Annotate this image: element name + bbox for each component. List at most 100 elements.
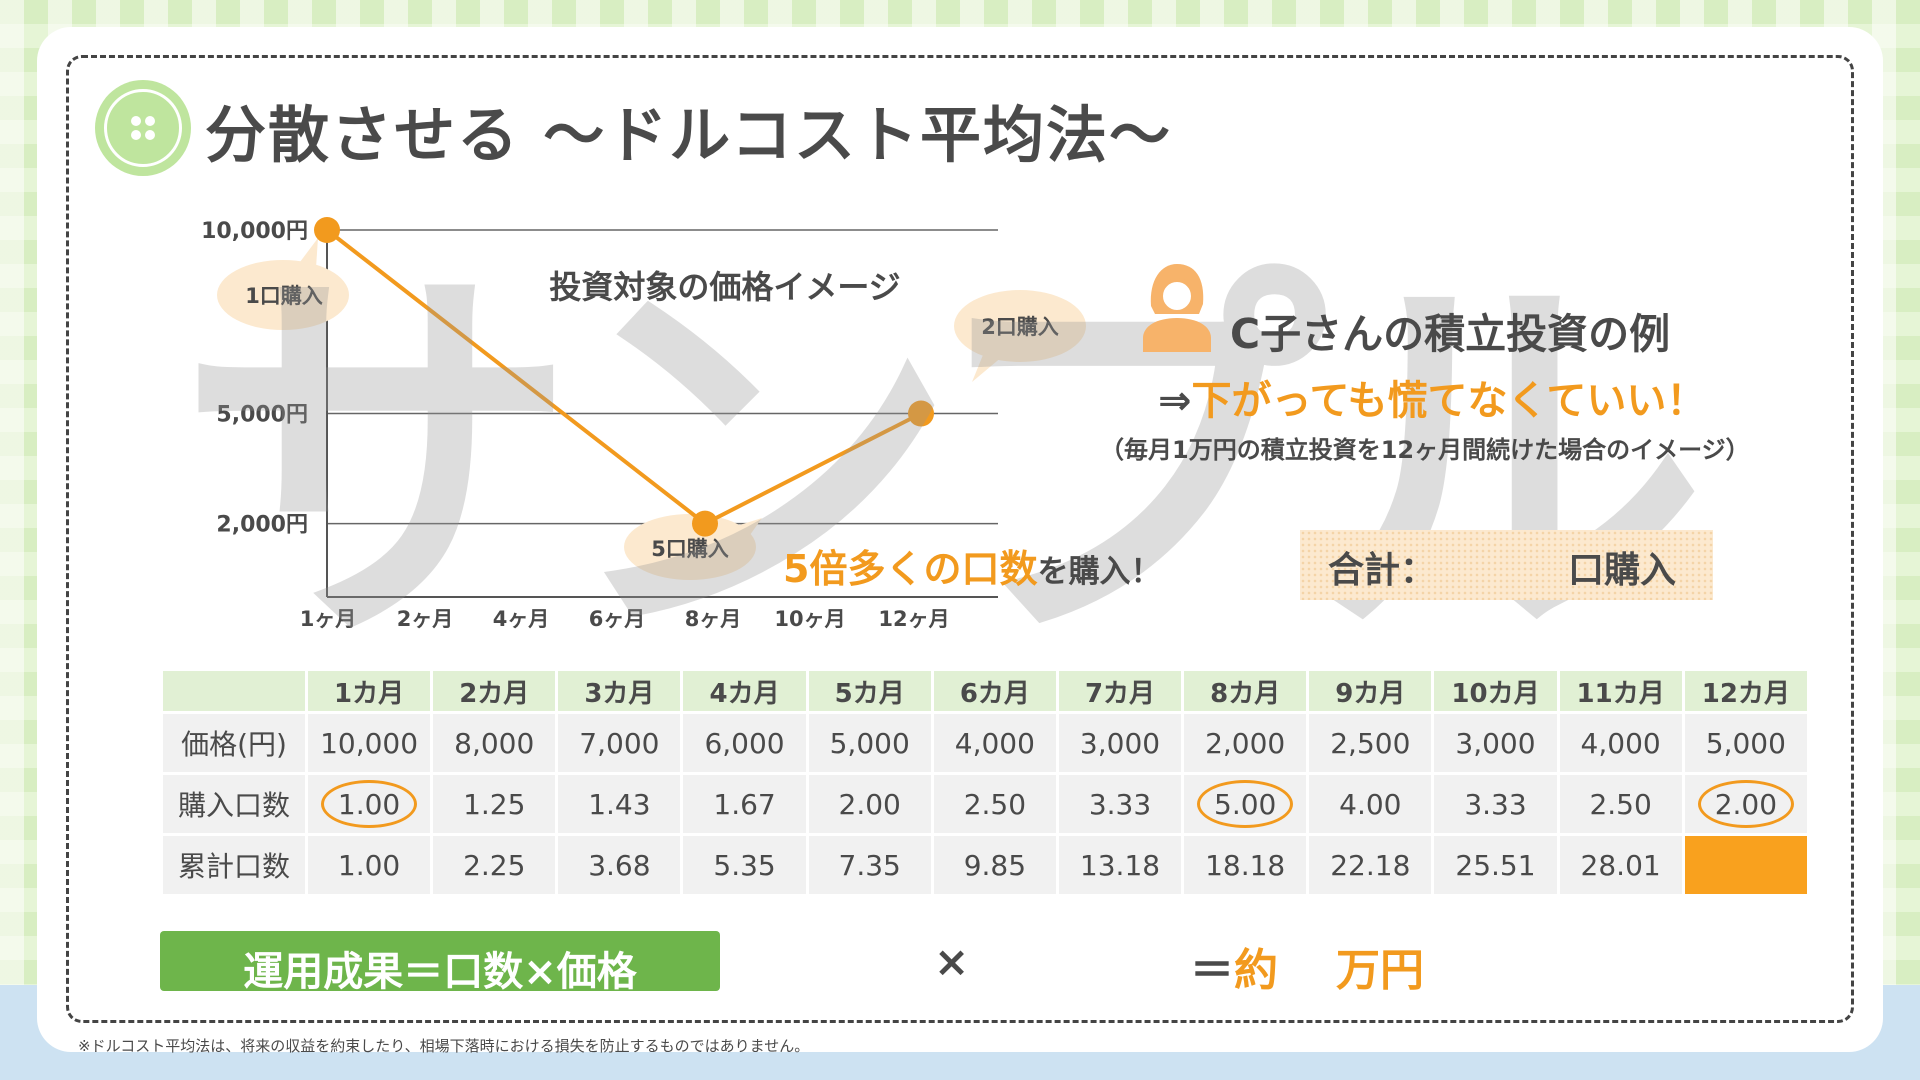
times-symbol: × <box>934 937 970 986</box>
table-cell: 5,000 <box>1684 714 1807 772</box>
total-suffix: 口購入 <box>1568 550 1677 591</box>
example-title: C子さんの積立投資の例 <box>1230 310 1671 358</box>
month-header: 2カ月 <box>433 671 556 711</box>
footnote: ※ドルコスト平均法は、将来の収益を約束したり、相場下落時における損失を防止するも… <box>78 1037 810 1055</box>
table-cell: 3,000 <box>1058 714 1182 772</box>
month-header: 6カ月 <box>933 671 1056 711</box>
formula-label: 運用成果＝口数×価格 <box>243 949 637 995</box>
table-body: 価格(円) 10,000 8,000 7,000 6,000 5,000 4,000 3,00… <box>163 714 1807 894</box>
callout-text-1: 1口購入 <box>245 284 323 308</box>
message-text: 下がっても慌てなくていい！ <box>1191 378 1707 424</box>
button-icon-hole <box>145 116 155 126</box>
table-cell: 3.33 <box>1058 775 1182 833</box>
x-tick-label: 8ヶ月 <box>685 607 742 631</box>
table-cell: 9.85 <box>933 836 1056 894</box>
button-icon-hole <box>131 130 141 140</box>
month-header: 12カ月 <box>1684 671 1807 711</box>
chart-title: 投資対象の価格イメージ <box>549 268 900 306</box>
month-header: 7カ月 <box>1058 671 1182 711</box>
unit-text: 万円 <box>1336 945 1424 996</box>
table-cell: 1.43 <box>558 775 681 833</box>
month-header: 1カ月 <box>308 671 431 711</box>
table-cell: 6,000 <box>683 714 806 772</box>
person-icon <box>1143 264 1211 352</box>
table-cell: 4.00 <box>1309 775 1432 833</box>
data-point <box>908 400 934 427</box>
highlight-circle <box>1197 780 1294 828</box>
table-cell: 5.00 <box>1184 775 1307 833</box>
table-cell: 22.18 <box>1309 836 1432 894</box>
purchase-table: 1カ月 2カ月 3カ月 4カ月 5カ月 6カ月 7カ月 8カ月 9カ月 10カ月 11カ月 12カ月 … <box>160 668 1810 897</box>
approx-text: 約 <box>1234 945 1278 996</box>
button-icon-hole <box>145 130 155 140</box>
dashed-frame <box>66 55 1854 1023</box>
table-row: 累計口数 1.00 2.25 3.68 5.35 7.35 9.85 13.18 18.18 22… <box>163 836 1807 894</box>
table-cell: 2.50 <box>1559 775 1682 833</box>
table-cell: 10,000 <box>308 714 431 772</box>
y-tick-label: 10,000円 <box>201 219 308 244</box>
table-cell: 5,000 <box>808 714 931 772</box>
month-header: 10カ月 <box>1434 671 1557 711</box>
table-cell: 1.67 <box>683 775 806 833</box>
table-row: 価格(円) 10,000 8,000 7,000 6,000 5,000 4,000 3,00… <box>163 714 1807 772</box>
button-icon-hole <box>131 116 141 126</box>
callout-1: 1口購入 <box>217 238 349 330</box>
row-label: 累計口数 <box>163 836 305 894</box>
table-cell: 28.01 <box>1559 836 1682 894</box>
example-message: ⇒下がっても慌てなくていい！ <box>1158 368 1706 426</box>
table-cell: 2.50 <box>933 775 1056 833</box>
table-cell: 25.51 <box>1434 836 1557 894</box>
table-cell: 3.33 <box>1434 775 1557 833</box>
purchase-callouts: 1口購入 5口購入 2口購入 <box>217 238 1086 580</box>
table-corner-cell <box>163 671 305 711</box>
row-label: 購入口数 <box>163 775 305 833</box>
table-cell: 3.68 <box>558 836 681 894</box>
multiplier-highlight: 5倍多くの口数 <box>783 547 1038 591</box>
callout-text-3: 2口購入 <box>981 315 1059 339</box>
x-tick-labels: 1ヶ月 2ヶ月 4ヶ月 6ヶ月 8ヶ月 10ヶ月 12ヶ月 <box>300 607 950 631</box>
table-cell: 2.25 <box>433 836 556 894</box>
table-cell: 13.18 <box>1058 836 1182 894</box>
arrow-symbol: ⇒ <box>1158 378 1192 424</box>
table-cell: 1.25 <box>433 775 556 833</box>
table-cell: 2,000 <box>1184 714 1307 772</box>
y-tick-labels: 10,000円 5,000円 2,000円 <box>201 219 308 538</box>
table-cell: 2.00 <box>808 775 931 833</box>
x-tick-label: 10ヶ月 <box>774 607 845 631</box>
month-header: 3カ月 <box>558 671 681 711</box>
table-cell: 7,000 <box>558 714 681 772</box>
table-cell: 2,500 <box>1309 714 1432 772</box>
table-cell: 8,000 <box>433 714 556 772</box>
month-header: 8カ月 <box>1184 671 1307 711</box>
table-cell: 2.00 <box>1684 775 1807 833</box>
month-header: 9カ月 <box>1309 671 1432 711</box>
highlight-circle <box>1697 780 1794 828</box>
total-box: 合計： 口購入 <box>1300 530 1713 600</box>
example-note: （毎月1万円の積立投資を12ヶ月間続けた場合のイメージ） <box>1100 436 1750 464</box>
formula-result: ＝約 万円 <box>1190 934 1424 998</box>
table-cell: 1.00 <box>308 775 431 833</box>
x-tick-label: 1ヶ月 <box>300 607 357 631</box>
x-tick-label: 2ヶ月 <box>397 607 454 631</box>
month-header: 11カ月 <box>1559 671 1682 711</box>
button-icon-ring <box>104 89 182 167</box>
formula-box: 運用成果＝口数×価格 <box>160 931 720 995</box>
callout-2: 5口購入 <box>624 514 762 580</box>
table-row: 購入口数 1.00 1.25 1.43 1.67 2.00 2.50 3.33 5.00 4.00… <box>163 775 1807 833</box>
highlight-circle <box>321 780 418 828</box>
callout-3: 2口購入 <box>954 290 1086 382</box>
table-cell: 1.00 <box>308 836 431 894</box>
total-label: 合計： <box>1328 550 1437 591</box>
x-tick-label: 4ヶ月 <box>493 607 550 631</box>
month-header: 5カ月 <box>808 671 931 711</box>
table-cell: 7.35 <box>808 836 931 894</box>
table-header-row: 1カ月 2カ月 3カ月 4カ月 5カ月 6カ月 7カ月 8カ月 9カ月 10カ月 11カ月 12カ月 <box>163 671 1807 711</box>
table-cell: 5.35 <box>683 836 806 894</box>
x-tick-label: 12ヶ月 <box>878 607 949 631</box>
multiplier-suffix: を購入！ <box>1037 554 1162 590</box>
month-header: 4カ月 <box>683 671 806 711</box>
multiplier-text: 5倍多くの口数を購入！ <box>783 538 1161 593</box>
table-cell: 3,000 <box>1434 714 1557 772</box>
x-tick-label: 6ヶ月 <box>589 607 646 631</box>
